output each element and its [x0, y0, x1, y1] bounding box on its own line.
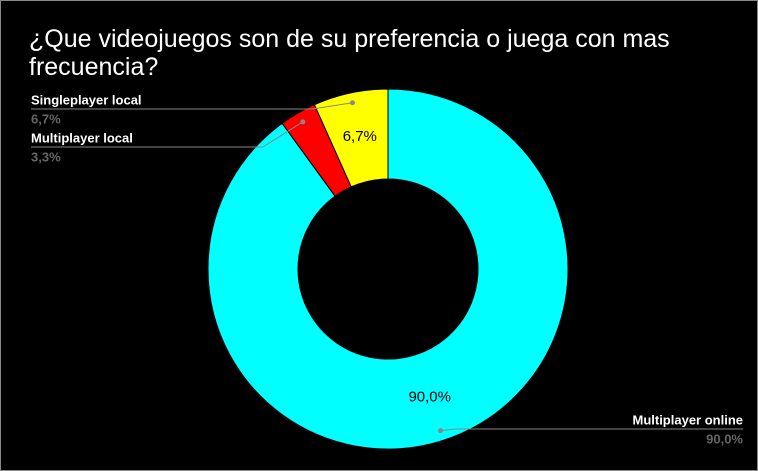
chart-title: ¿Que videojuegos son de su preferencia o… — [29, 25, 670, 81]
callout-line — [31, 121, 304, 148]
callout-line — [31, 102, 353, 110]
callout-name: Singleplayer local — [31, 92, 142, 107]
callout-value: 3,3% — [31, 149, 61, 164]
pie-slice — [207, 88, 569, 450]
pie-slice — [313, 88, 389, 188]
slice-label: 6,7% — [343, 128, 377, 145]
callout-name: Multiplayer online — [632, 412, 743, 427]
callout-dot — [300, 119, 306, 125]
callout-value: 6,7% — [31, 111, 61, 126]
slice-label: 90,0% — [408, 388, 451, 405]
callout-dot — [438, 428, 444, 434]
callout-name: Multiplayer local — [31, 130, 133, 145]
callout-value: 90,0% — [706, 431, 743, 446]
callout-line — [440, 428, 743, 432]
callout-dot — [349, 100, 355, 106]
